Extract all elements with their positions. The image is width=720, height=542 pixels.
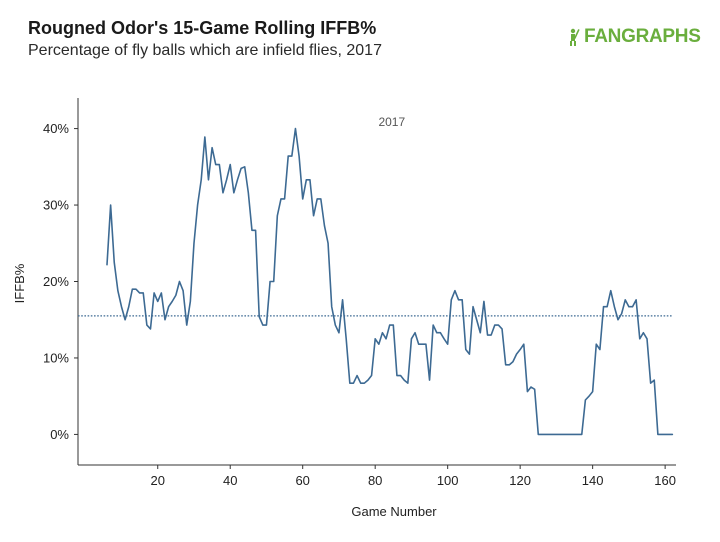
y-tick-label: 30% [43, 198, 69, 213]
x-tick-label: 100 [437, 473, 459, 488]
y-tick-label: 10% [43, 350, 69, 365]
x-tick-label: 80 [368, 473, 382, 488]
x-tick-label: 40 [223, 473, 237, 488]
fangraphs-logo: FANGRAPHS [566, 26, 701, 48]
y-tick-label: 20% [43, 274, 69, 289]
x-tick-label: 160 [654, 473, 676, 488]
plot-area [78, 127, 674, 436]
panel-label: 2017 [378, 115, 405, 129]
y-tick-label: 0% [50, 427, 69, 442]
axes: 20 40 60 80 100 120 140 160 0% 10% 20% 30% 40% Game N… [12, 98, 676, 519]
x-tick-label: 60 [295, 473, 309, 488]
x-axis-label: Game Number [351, 504, 437, 519]
y-axis-label: IFFB% [12, 263, 27, 303]
chart-subtitle: Percentage of fly balls which are infiel… [28, 42, 382, 59]
chart-title: Rougned Odor's 15-Game Rolling IFFB% [28, 18, 377, 38]
x-tick-label: 140 [582, 473, 604, 488]
y-tick-label: 40% [43, 121, 69, 136]
logo-text: FANGRAPHS [584, 26, 701, 47]
x-tick-label: 120 [509, 473, 531, 488]
iffb-series-line [106, 127, 674, 436]
x-tick-label: 20 [150, 473, 164, 488]
fangraphs-batter-icon [570, 28, 580, 46]
